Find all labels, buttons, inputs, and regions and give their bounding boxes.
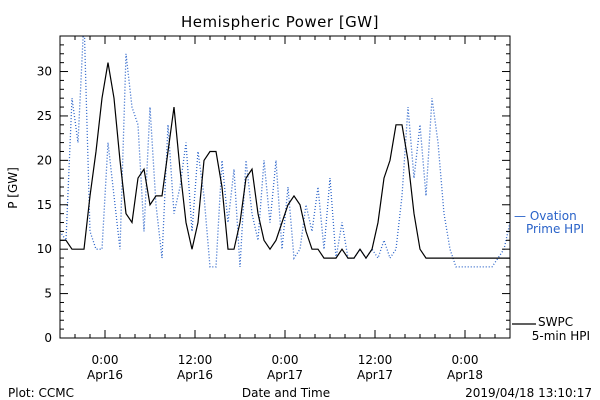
y-axis-ticks: 0 5 10 15 20 25 30 — [37, 35, 510, 345]
x-axis-ticks: 0:00Apr1612:00Apr160:00Apr1712:00Apr170:… — [59, 36, 511, 382]
x-tick-date-label: Apr18 — [447, 368, 483, 382]
x-tick-time-label: 0:00 — [272, 353, 299, 367]
y-tick-label: 20 — [37, 153, 52, 167]
y-tick-label: 15 — [37, 198, 52, 212]
series-layer — [60, 36, 510, 268]
series-line-2 — [60, 62, 510, 260]
y-tick-label: 10 — [37, 242, 52, 256]
legend-swpc-label: SWPC — [538, 315, 573, 329]
x-tick-time-label: 0:00 — [92, 353, 119, 367]
chart-title: Hemispheric Power [GW] — [181, 13, 379, 31]
x-tick-time-label: 0:00 — [452, 353, 479, 367]
x-tick-time-label: 12:00 — [358, 353, 393, 367]
y-tick-label: 0 — [44, 331, 52, 345]
x-tick-date-label: Apr16 — [177, 368, 213, 382]
y-axis-label: P [GW] — [6, 167, 20, 209]
legend-swpc-label-line2: 5-min HPI — [532, 329, 590, 343]
x-tick-date-label: Apr16 — [87, 368, 123, 382]
plot-timestamp: 2019/04/18 13:10:17 — [465, 386, 592, 400]
plot-credit: Plot: CCMC — [8, 386, 74, 400]
y-tick-label: 5 — [44, 287, 52, 301]
legend-ovation-label: — Ovation — [514, 209, 577, 223]
series-line-1 — [60, 36, 510, 268]
x-tick-date-label: Apr17 — [357, 368, 393, 382]
plot-frame — [59, 35, 511, 339]
x-tick-time-label: 12:00 — [178, 353, 213, 367]
legend-ovation-label-line2: Prime HPI — [526, 222, 584, 236]
y-tick-label: 25 — [37, 109, 52, 123]
x-tick-date-label: Apr17 — [267, 368, 303, 382]
y-tick-label: 30 — [37, 65, 52, 79]
x-axis-label: Date and Time — [242, 386, 330, 400]
